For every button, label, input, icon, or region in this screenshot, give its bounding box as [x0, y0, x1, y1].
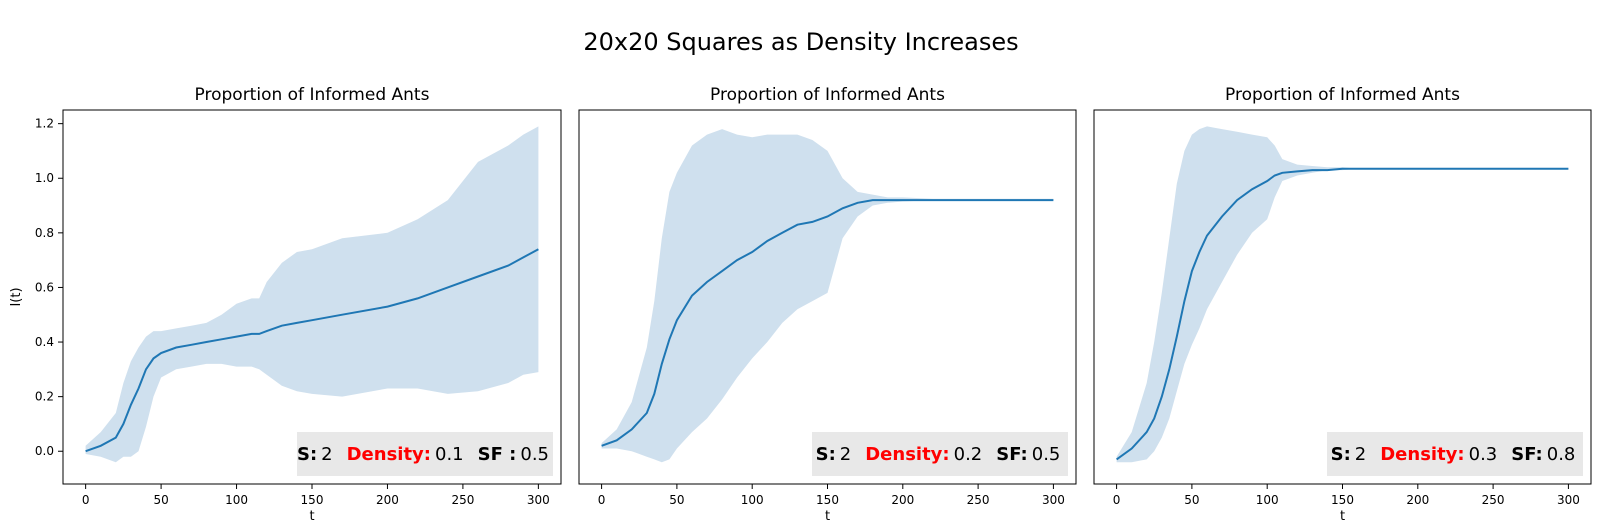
info-density-label: Density: [865, 443, 950, 465]
figure-title: 20x20 Squares as Density Increases [583, 28, 1019, 56]
x-axis-label: t [825, 509, 830, 524]
x-tick-label: 150 [301, 493, 324, 507]
x-tick-label: 0 [598, 493, 606, 507]
x-tick-label: 250 [1482, 493, 1505, 507]
x-tick-label: 100 [225, 493, 248, 507]
y-axis-label: I(t) [9, 287, 24, 306]
x-tick-label: 100 [741, 493, 764, 507]
info-s-label: S: [815, 443, 836, 465]
panel-title: Proportion of Informed Ants [195, 85, 430, 105]
x-tick-label: 250 [451, 493, 474, 507]
mean-line [1116, 167, 1569, 461]
info-s-value: 2 [1354, 443, 1367, 465]
std-band [1116, 126, 1569, 463]
x-axis-label: t [1340, 509, 1345, 524]
x-tick-label: 200 [376, 493, 399, 507]
x-tick-label: 100 [1256, 493, 1279, 507]
info-box: S: 2 Density: 0.2 SF: 0.5 [812, 432, 1068, 476]
std-band [85, 126, 539, 463]
info-box: S: 2 Density: 0.1 SF :0.5 [297, 432, 553, 476]
y-tick-label: 0.8 [35, 226, 54, 240]
panel-1: 0 50 100 150 200 250 300 0.0 0.2 0.4 0.6 0.8 1.0 1.2 P… [9, 85, 562, 524]
x-axis-label: t [309, 509, 314, 524]
y-tick-label: 1.2 [35, 117, 54, 131]
info-density-label: Density: [1380, 443, 1465, 465]
y-tick-label: 0.6 [35, 280, 54, 294]
mean-line [85, 248, 539, 453]
info-s-label: S: [296, 443, 318, 465]
panel-title: Proportion of Informed Ants [710, 85, 945, 105]
info-s-value: 2 [839, 443, 852, 465]
x-tick-label: 150 [816, 493, 839, 507]
info-sf-value: 0.5 [520, 443, 550, 465]
info-s-label: S: [1330, 443, 1351, 465]
info-density-label: Density: [346, 443, 431, 465]
info-density-value: 0.2 [953, 443, 983, 465]
info-s-value: 2 [321, 443, 333, 465]
x-tick-label: 50 [1184, 493, 1199, 507]
panel-2: 0 50 100 150 200 250 300 Proportion of Informed… [578, 85, 1077, 524]
x-tick-label: 150 [1331, 493, 1354, 507]
info-density-value: 0.1 [435, 443, 464, 465]
mean-line [601, 199, 1054, 447]
x-tick-label: 300 [1557, 493, 1580, 507]
x-tick-label: 300 [1042, 493, 1065, 507]
y-tick-label: 0.2 [35, 390, 54, 404]
info-sf-value: 0.8 [1546, 443, 1576, 465]
x-tick-label: 200 [1406, 493, 1429, 507]
y-tick-label: 1.0 [35, 171, 54, 185]
x-tick-label: 0 [1113, 493, 1121, 507]
panel-title: Proportion of Informed Ants [1225, 85, 1460, 105]
info-sf-label: SF: [1511, 443, 1543, 465]
x-tick-label: 50 [153, 493, 168, 507]
x-tick-label: 300 [527, 493, 550, 507]
info-sf-value: 0.5 [1031, 443, 1061, 465]
x-tick-label: 0 [82, 493, 90, 507]
info-sf-label: SF : [477, 443, 517, 465]
y-tick-label: 0.0 [35, 444, 54, 458]
x-tick-label: 250 [967, 493, 990, 507]
std-band [601, 129, 1054, 463]
panel-3: 0 50 100 150 200 250 300 Proportion of Informed… [1093, 85, 1592, 524]
info-sf-label: SF: [996, 443, 1028, 465]
info-density-value: 0.3 [1468, 443, 1498, 465]
info-box: S: 2 Density: 0.3 SF: 0.8 [1327, 432, 1583, 476]
x-tick-label: 50 [669, 493, 684, 507]
y-tick-label: 0.4 [35, 335, 54, 349]
x-tick-label: 200 [891, 493, 914, 507]
